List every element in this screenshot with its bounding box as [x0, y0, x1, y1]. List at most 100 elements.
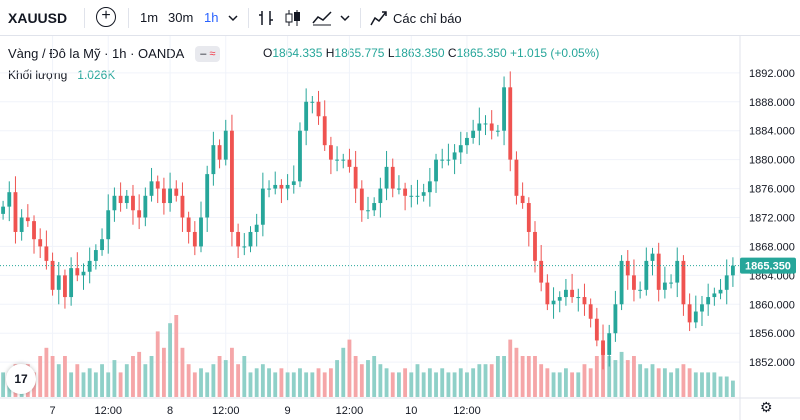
candle-body [632, 275, 636, 290]
high-value: 1865.775 [334, 46, 385, 60]
volume-bar [75, 364, 80, 397]
candle-body [489, 123, 494, 131]
candle-body [118, 195, 123, 204]
candle-body [526, 203, 531, 232]
volume-bar [514, 347, 519, 397]
candle-body [316, 101, 321, 117]
candle-body [186, 217, 191, 232]
candles-icon[interactable] [284, 9, 302, 27]
tradingview-logo[interactable]: 17 [6, 364, 36, 394]
candle-body [310, 101, 315, 103]
price-axis[interactable]: 1892.000 1888.000 1884.000 1880.000 1876.000… [749, 68, 795, 369]
candle-body [427, 181, 432, 193]
candle-body [180, 195, 185, 218]
volume-bar [298, 368, 302, 397]
compare-pill[interactable]: – ≈ [195, 46, 221, 62]
chevron-down-icon[interactable] [340, 13, 350, 23]
candle-body [582, 297, 587, 305]
candle-body [242, 246, 247, 248]
time-axis[interactable]: 7 12:00 8 12:00 9 12:00 10 12:00 [50, 405, 481, 417]
volume-bar [520, 356, 525, 397]
candle-body [106, 210, 111, 240]
volume-bar [681, 364, 686, 397]
candle-body [230, 130, 234, 232]
volume-bar [242, 356, 247, 397]
top-toolbar: XAUUSD + 1m 30m 1h Các chỉ báo [0, 0, 800, 36]
time-tick-label: 9 [285, 405, 291, 417]
volume-bar [50, 356, 55, 397]
price-tick-label: 1868.000 [749, 241, 795, 253]
interval-30m-button[interactable]: 30m [168, 10, 194, 25]
volume-bar [87, 368, 92, 397]
volume-bar [662, 368, 667, 397]
volume-bar [118, 372, 123, 397]
volume-bar [335, 360, 339, 397]
volume-bar [440, 368, 445, 397]
volume-bar [63, 356, 67, 397]
candle-body [601, 340, 605, 355]
candle-body [87, 260, 92, 272]
close-value: 1865.350 [456, 46, 507, 60]
candle-body [322, 116, 327, 146]
volume-bar [223, 360, 228, 397]
change-value: +1.015 (+0.05%) [510, 46, 600, 60]
candle-body [378, 188, 383, 204]
candle-body [675, 260, 680, 283]
candle-body [588, 304, 593, 319]
indicators-button[interactable]: Các chỉ báo [393, 11, 462, 26]
candle-body [681, 260, 686, 305]
price-tick-label: 1880.000 [749, 155, 795, 167]
volume-bar [403, 368, 408, 397]
volume-bar [669, 372, 673, 397]
chevron-down-icon[interactable] [228, 13, 238, 23]
interval-1m-button[interactable]: 1m [140, 10, 159, 25]
volume-bar [106, 372, 111, 397]
volume-bar [328, 368, 333, 397]
candle-body [273, 184, 278, 189]
volume-bar [656, 368, 661, 397]
bar-chart-icon[interactable] [258, 9, 274, 27]
symbol-name[interactable]: XAUUSD [8, 10, 68, 26]
candle-body [557, 297, 562, 301]
candle-body [724, 275, 729, 290]
indicators-icon[interactable] [370, 9, 388, 27]
volume-bar [675, 368, 680, 397]
interval-1h-button[interactable]: 1h [204, 10, 219, 25]
volume-bar [180, 347, 185, 397]
candle-body [149, 181, 154, 196]
area-chart-icon[interactable] [312, 9, 332, 27]
add-symbol-button[interactable]: + [96, 7, 116, 27]
candle-body [38, 239, 43, 247]
volume-bar [724, 376, 729, 397]
toolbar-divider [84, 8, 85, 28]
volume-bar [124, 364, 129, 397]
volume-bar [471, 368, 476, 397]
candle-body [483, 123, 488, 125]
gear-icon[interactable]: ⚙ [760, 399, 773, 415]
price-chart[interactable]: 1892.000 1888.000 1884.000 1880.000 1876.000… [0, 36, 800, 420]
candle-body [613, 304, 618, 334]
candle-body [155, 181, 160, 189]
volume-bar [557, 372, 562, 397]
volume-bar [112, 360, 117, 397]
candle-body [93, 250, 98, 261]
volume-bar [93, 372, 98, 397]
toolbar-divider [128, 8, 129, 28]
candle-body [211, 145, 216, 175]
candle-body [415, 195, 420, 197]
volume-bar [483, 364, 488, 397]
candle-body [254, 224, 259, 232]
candle-body [520, 195, 525, 204]
time-tick-label: 8 [167, 405, 173, 417]
candle-body [366, 210, 370, 212]
legend-title[interactable]: Vàng / Đô la Mỹ · 1h · OANDA [8, 46, 184, 61]
time-tick-label: 12:00 [94, 405, 122, 417]
volume-bar [372, 356, 377, 397]
candle-body [533, 231, 537, 261]
candle-body [563, 289, 568, 298]
volume-bar [378, 364, 383, 397]
candle-body [168, 188, 173, 204]
volume-bar [161, 347, 166, 397]
volume-bar [644, 368, 649, 397]
volume-bar [613, 360, 618, 397]
